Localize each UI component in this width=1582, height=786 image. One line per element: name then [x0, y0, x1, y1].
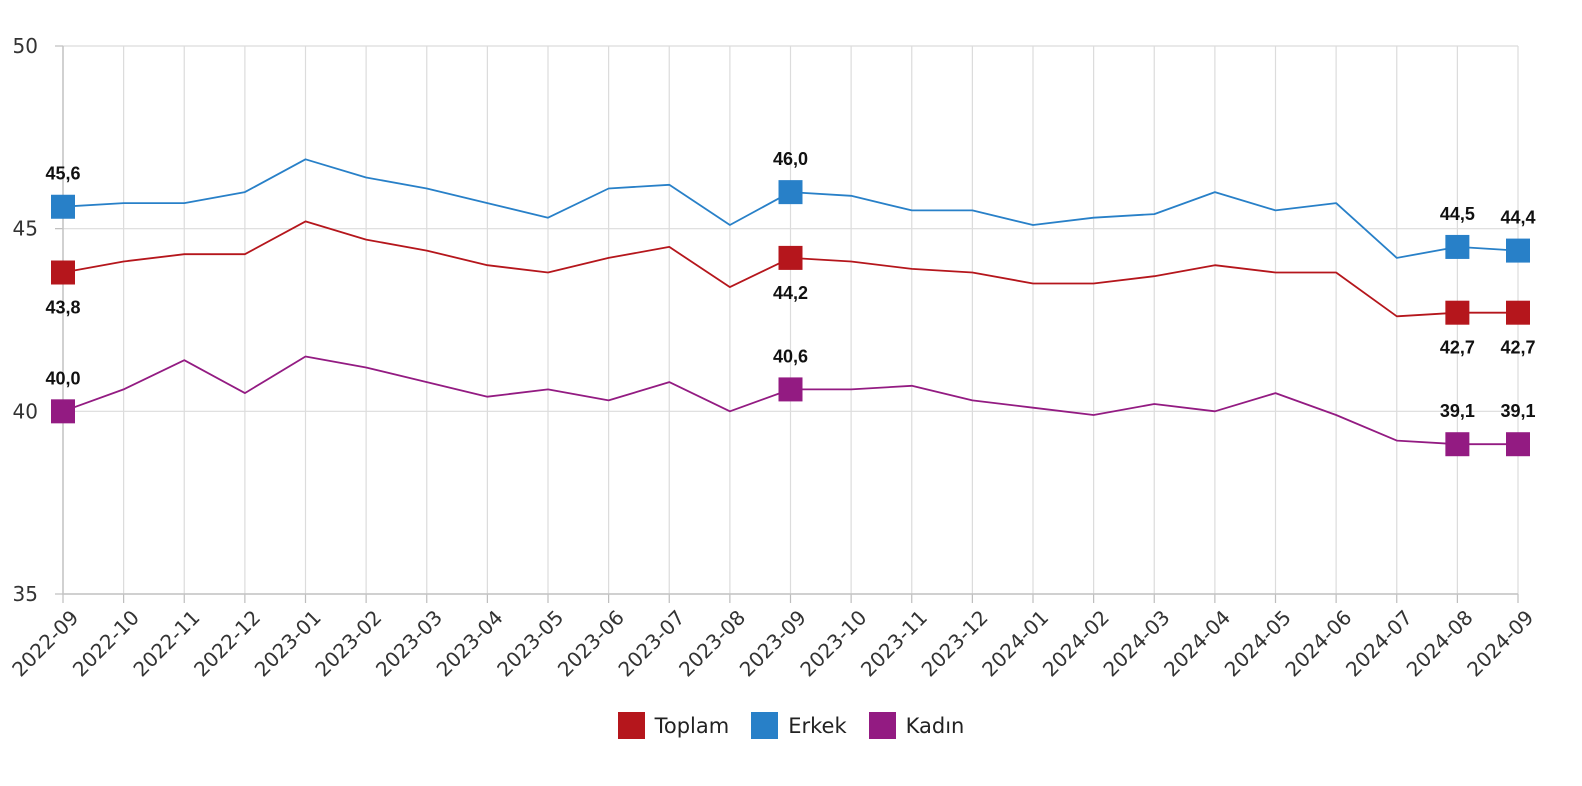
data-labels: 43,8 44,2 42,7 42,7 45,6 46,0 44,5 44,4 40,0 40,6… [45, 149, 1535, 421]
x-tick-label: 2022-09 [7, 605, 83, 681]
data-marker [778, 245, 803, 270]
x-tick-label: 2022-12 [189, 605, 265, 681]
data-label: 45,6 [45, 164, 80, 184]
legend-swatch-kadin [868, 712, 896, 739]
x-tick-label: 2024-07 [1341, 605, 1417, 681]
legend-label-erkek: Erkek [788, 713, 847, 738]
x-tick-label: 2024-02 [1038, 605, 1114, 681]
x-tick-label: 2023-07 [613, 605, 689, 681]
data-markers [51, 180, 1530, 457]
data-label: 39,1 [1440, 401, 1475, 421]
x-tick-label: 2023-02 [310, 605, 386, 681]
x-tick-label: 2022-10 [68, 605, 144, 681]
legend-swatch-toplam [617, 712, 645, 739]
data-label: 42,7 [1440, 338, 1475, 358]
data-label: 43,8 [45, 298, 80, 318]
x-tick-label: 2023-04 [432, 605, 508, 681]
x-tick-label: 2023-06 [553, 605, 629, 681]
data-label: 40,0 [45, 368, 80, 388]
data-marker [1445, 300, 1470, 325]
data-marker [51, 194, 75, 219]
x-tick-label: 2023-10 [795, 605, 871, 681]
y-tick-label: 35 [13, 582, 38, 606]
legend-label-toplam: Toplam [654, 713, 730, 738]
x-tick-label: 2023-12 [917, 605, 993, 681]
legend-item-erkek[interactable]: Erkek [751, 712, 847, 739]
x-tick-label: 2023-09 [735, 605, 811, 681]
x-tick-label: 2024-01 [977, 605, 1053, 681]
data-label: 44,5 [1440, 204, 1475, 224]
x-tick-label: 2023-11 [856, 605, 932, 681]
x-tick-label: 2024-09 [1462, 605, 1538, 681]
data-marker [778, 377, 803, 402]
x-tick-label: 2024-05 [1220, 605, 1296, 681]
y-tick-label: 45 [13, 217, 38, 241]
data-label: 40,6 [773, 346, 808, 366]
data-label: 44,2 [773, 283, 808, 303]
x-tick-label: 2022-11 [128, 605, 204, 681]
data-marker [1506, 238, 1530, 263]
data-marker [1445, 234, 1470, 259]
x-tick-label: 2024-04 [1159, 605, 1235, 681]
legend-item-toplam[interactable]: Toplam [617, 712, 730, 739]
data-marker [51, 399, 75, 424]
data-label: 39,1 [1500, 401, 1535, 421]
x-tick-label: 2024-06 [1280, 605, 1356, 681]
legend: Toplam Erkek Kadın [0, 712, 1582, 739]
x-tick-label: 2023-03 [371, 605, 447, 681]
y-tick-label: 40 [13, 399, 38, 423]
x-tick-label: 2024-08 [1402, 605, 1478, 681]
data-marker [1506, 300, 1530, 325]
data-label: 46,0 [773, 149, 808, 169]
data-marker [778, 180, 803, 205]
legend-item-kadin[interactable]: Kadın [868, 712, 965, 739]
data-marker [51, 260, 75, 285]
x-tick-label: 2023-01 [250, 605, 326, 681]
x-tick-label: 2024-03 [1098, 605, 1174, 681]
y-tick-label: 50 [13, 34, 38, 58]
line-chart: 354045502022-092022-102022-112022-122023… [7, 34, 1538, 681]
data-label: 44,4 [1500, 208, 1535, 228]
grid [62, 45, 1519, 595]
legend-swatch-erkek [751, 712, 779, 739]
x-tick-label: 2023-05 [492, 605, 568, 681]
data-label: 42,7 [1500, 338, 1535, 358]
x-tick-label: 2023-08 [674, 605, 750, 681]
legend-label-kadin: Kadın [905, 713, 965, 738]
data-marker [1506, 432, 1530, 457]
data-marker [1445, 432, 1470, 457]
